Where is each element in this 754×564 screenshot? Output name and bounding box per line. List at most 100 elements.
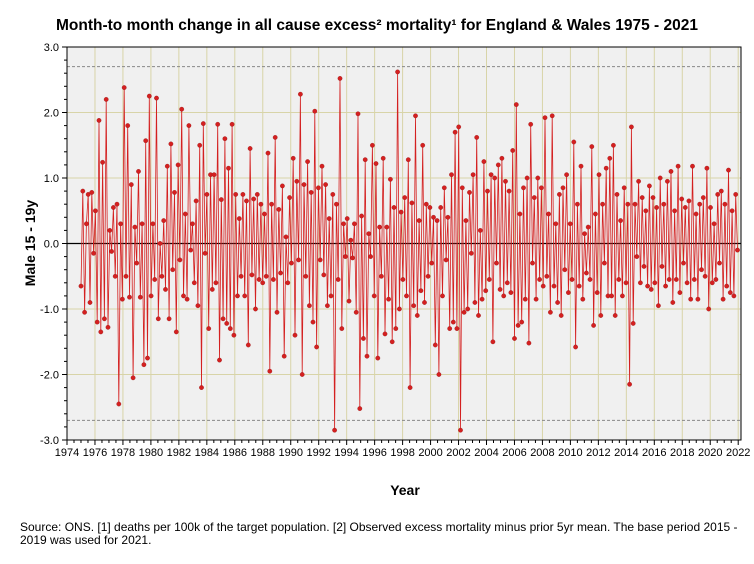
data-point [717,260,722,266]
data-point [80,188,86,194]
data-point [436,372,442,377]
data-point [476,313,481,318]
data-point [218,197,224,202]
x-tick-label: 2014 [614,447,638,459]
data-point [146,93,152,99]
data-point [280,183,285,189]
data-point [296,257,301,263]
series-line [80,71,738,431]
data-point [325,303,330,309]
data-point [454,326,460,331]
data-point [242,293,248,299]
data-point [632,201,638,207]
data-point [157,241,163,246]
data-point [217,357,222,363]
data-point [150,221,156,227]
data-point [528,121,534,127]
data-point [328,293,334,299]
data-point [427,205,433,210]
data-point [181,293,186,299]
x-tick-label: 2012 [586,447,610,459]
data-point [569,277,575,282]
data-point [459,185,465,191]
data-point [132,224,138,230]
data-point [584,270,589,276]
data-point [495,162,501,168]
data-point [731,293,737,299]
data-point [659,264,665,269]
data-point [465,306,471,312]
data-point [627,381,632,387]
data-point [172,190,177,195]
data-point [594,290,600,295]
data-point [375,355,381,361]
data-point [673,277,679,282]
data-point [456,124,462,130]
data-point [441,185,447,191]
data-point [258,201,264,207]
data-point [260,280,266,286]
data-point [204,192,210,197]
data-point [553,221,559,227]
data-point [182,211,188,217]
data-point [488,172,494,178]
data-point [472,300,478,305]
data-point [168,141,174,147]
data-point [549,113,555,119]
data-point [224,321,230,326]
source-note: Source: ONS. [1] deaths per 100k of the … [20,520,738,547]
data-point [490,339,496,345]
data-point [645,283,650,289]
data-point [630,321,636,326]
data-point [702,273,708,279]
x-tick-label: 2016 [642,447,666,459]
data-point [535,175,541,181]
data-point [249,272,255,278]
y-tick-label: -3.0 [40,435,59,447]
data-point [289,260,294,266]
data-point [402,195,408,200]
data-point [274,309,280,315]
data-point [450,319,456,325]
data-point [283,234,289,240]
data-point [389,339,395,345]
data-point [152,277,158,282]
data-point [499,155,505,161]
data-point [542,115,548,121]
data-point [326,216,332,221]
data-point [699,267,704,273]
data-point [551,283,557,289]
data-point [602,260,607,266]
data-point [429,260,435,266]
data-point [353,309,359,315]
data-point [173,329,179,335]
data-point [445,214,451,220]
data-point [672,208,677,214]
data-point [391,205,397,210]
data-point [93,208,98,214]
data-point [506,188,512,194]
data-point [463,218,469,223]
x-tick-label: 1998 [390,447,414,459]
data-point [440,293,445,299]
data-point [609,293,614,299]
data-point [109,249,114,254]
y-axis-ticks: -3.0 -2.0 -1.0 0.0 1.0 2.0 3.0 [40,42,67,447]
data-point [666,277,672,282]
y-axis-label: Male 15 - 19y [22,199,38,287]
data-point [709,280,715,286]
data-point [386,296,391,302]
data-point [519,319,525,325]
data-point [341,221,346,227]
data-point [287,195,292,200]
data-point [111,205,116,210]
data-point [486,277,492,282]
data-point [186,123,192,128]
data-point [693,211,699,217]
data-point [413,113,418,119]
data-point [679,196,685,202]
data-point [125,123,131,128]
data-point [643,208,649,214]
data-point [339,326,345,331]
data-point [352,221,357,227]
